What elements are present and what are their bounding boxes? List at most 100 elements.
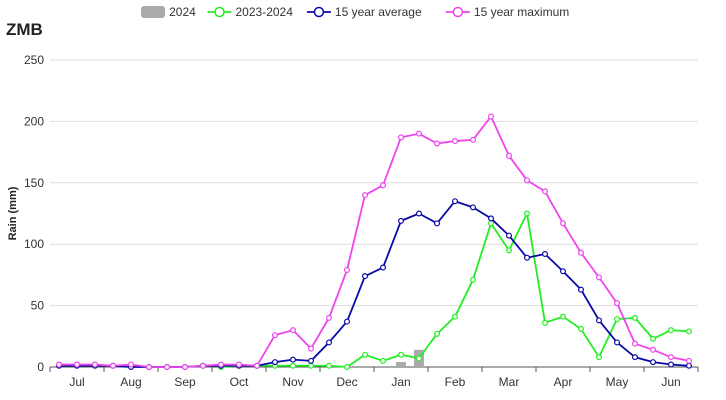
point-15-year-maximum [272, 332, 279, 339]
legend-item-2024[interactable]: 2024 [141, 5, 196, 19]
point-15-year-maximum [254, 362, 261, 369]
point-15-year-maximum [308, 345, 315, 352]
x-tick-feb: Feb [445, 375, 466, 389]
point-15-year-maximum [434, 140, 441, 147]
x-tick-jul: Jul [69, 375, 84, 389]
point-15-year-maximum [613, 300, 620, 307]
x-tick-nov: Nov [282, 375, 303, 389]
point-15-year-maximum [326, 314, 333, 321]
point-2023-2024 [685, 328, 692, 335]
point-15-year-maximum [523, 177, 530, 184]
point-15-year-average [577, 286, 584, 293]
point-15-year-average [290, 356, 297, 363]
y-tick-250: 250 [24, 53, 44, 67]
point-2023-2024 [613, 316, 620, 323]
point-15-year-maximum [577, 249, 584, 256]
y-tick-200: 200 [24, 114, 44, 128]
point-15-year-average [631, 354, 638, 361]
point-15-year-maximum [236, 361, 243, 368]
point-2023-2024 [649, 335, 656, 342]
point-2023-2024 [470, 276, 477, 283]
point-15-year-maximum [649, 346, 656, 353]
point-15-year-maximum [164, 364, 171, 371]
point-15-year-maximum [73, 361, 80, 368]
point-15-year-maximum [146, 364, 153, 371]
point-2023-2024 [380, 357, 387, 364]
point-2023-2024 [326, 362, 333, 369]
point-15-year-maximum [559, 220, 566, 227]
point-15-year-maximum [91, 361, 98, 368]
point-2023-2024 [452, 313, 459, 320]
point-15-year-maximum [506, 152, 513, 159]
line-15-year-maximum [59, 115, 690, 368]
point-15-year-average [434, 220, 441, 227]
bar-2024 [396, 362, 406, 367]
point-15-year-maximum [685, 357, 692, 364]
legend-marker [313, 6, 325, 18]
point-2023-2024 [308, 362, 315, 369]
point-15-year-average [272, 359, 279, 366]
point-15-year-maximum [380, 182, 387, 189]
point-15-year-average [362, 273, 369, 280]
point-15-year-maximum [55, 361, 62, 368]
point-15-year-maximum [398, 134, 405, 141]
y-tick-100: 100 [24, 237, 44, 251]
point-2023-2024 [577, 325, 584, 332]
point-15-year-average [649, 359, 656, 366]
x-tick-apr: Apr [554, 375, 573, 389]
point-2023-2024 [595, 354, 602, 361]
point-15-year-maximum [488, 113, 495, 120]
point-15-year-maximum [362, 192, 369, 199]
point-15-year-average [308, 357, 315, 364]
point-2023-2024 [416, 355, 423, 362]
point-2023-2024 [506, 247, 513, 254]
point-15-year-maximum [631, 340, 638, 347]
x-tick-jan: Jan [391, 375, 410, 389]
point-15-year-maximum [182, 364, 189, 371]
point-15-year-maximum [416, 130, 423, 137]
legend-label: 2023-2024 [236, 5, 294, 19]
point-2023-2024 [559, 313, 566, 320]
legend[interactable]: 2024 2023-2024 15 year average 15 year maxi… [141, 5, 569, 19]
point-15-year-average [523, 254, 530, 261]
point-2023-2024 [488, 220, 495, 227]
point-15-year-average [506, 232, 513, 239]
point-15-year-average [667, 361, 674, 368]
point-15-year-maximum [290, 327, 297, 334]
series-lines [55, 113, 692, 371]
y-tick-50: 50 [31, 299, 45, 313]
point-15-year-average [488, 215, 495, 222]
point-15-year-average [685, 362, 692, 369]
x-tick-dec: Dec [336, 375, 357, 389]
legend-marker [452, 6, 464, 18]
point-2023-2024 [434, 330, 441, 337]
line-15-year-average [59, 200, 690, 368]
point-15-year-average [595, 317, 602, 324]
legend-swatch [141, 6, 166, 18]
point-2023-2024 [398, 351, 405, 358]
point-15-year-maximum [667, 354, 674, 361]
point-2023-2024 [344, 364, 351, 371]
point-2023-2024 [362, 351, 369, 358]
legend-marker [214, 6, 225, 18]
legend-item-15-year-maximum[interactable]: 15 year maximum [445, 5, 569, 19]
x-tick-oct: Oct [230, 375, 249, 389]
point-15-year-maximum [595, 274, 602, 281]
point-15-year-maximum [109, 362, 116, 369]
point-15-year-maximum [541, 188, 548, 195]
point-15-year-maximum [200, 362, 207, 369]
point-15-year-maximum [452, 138, 459, 145]
legend-item-15-year-average[interactable]: 15 year average [306, 5, 422, 19]
x-tick-sep: Sep [174, 375, 196, 389]
point-15-year-average [613, 339, 620, 346]
y-axis-label: Rain (mm) [7, 186, 19, 240]
y-tick-150: 150 [24, 176, 44, 190]
x-axis-ticks: Jul Aug Sep Oct Nov Dec Jan Feb Mar Apr May Jun [49, 367, 699, 389]
point-15-year-maximum [344, 266, 351, 273]
point-2023-2024 [523, 210, 530, 217]
x-tick-aug: Aug [120, 375, 141, 389]
y-tick-0: 0 [37, 360, 44, 374]
point-15-year-average [541, 251, 548, 258]
legend-item-2023-2024[interactable]: 2023-2024 [207, 5, 294, 19]
